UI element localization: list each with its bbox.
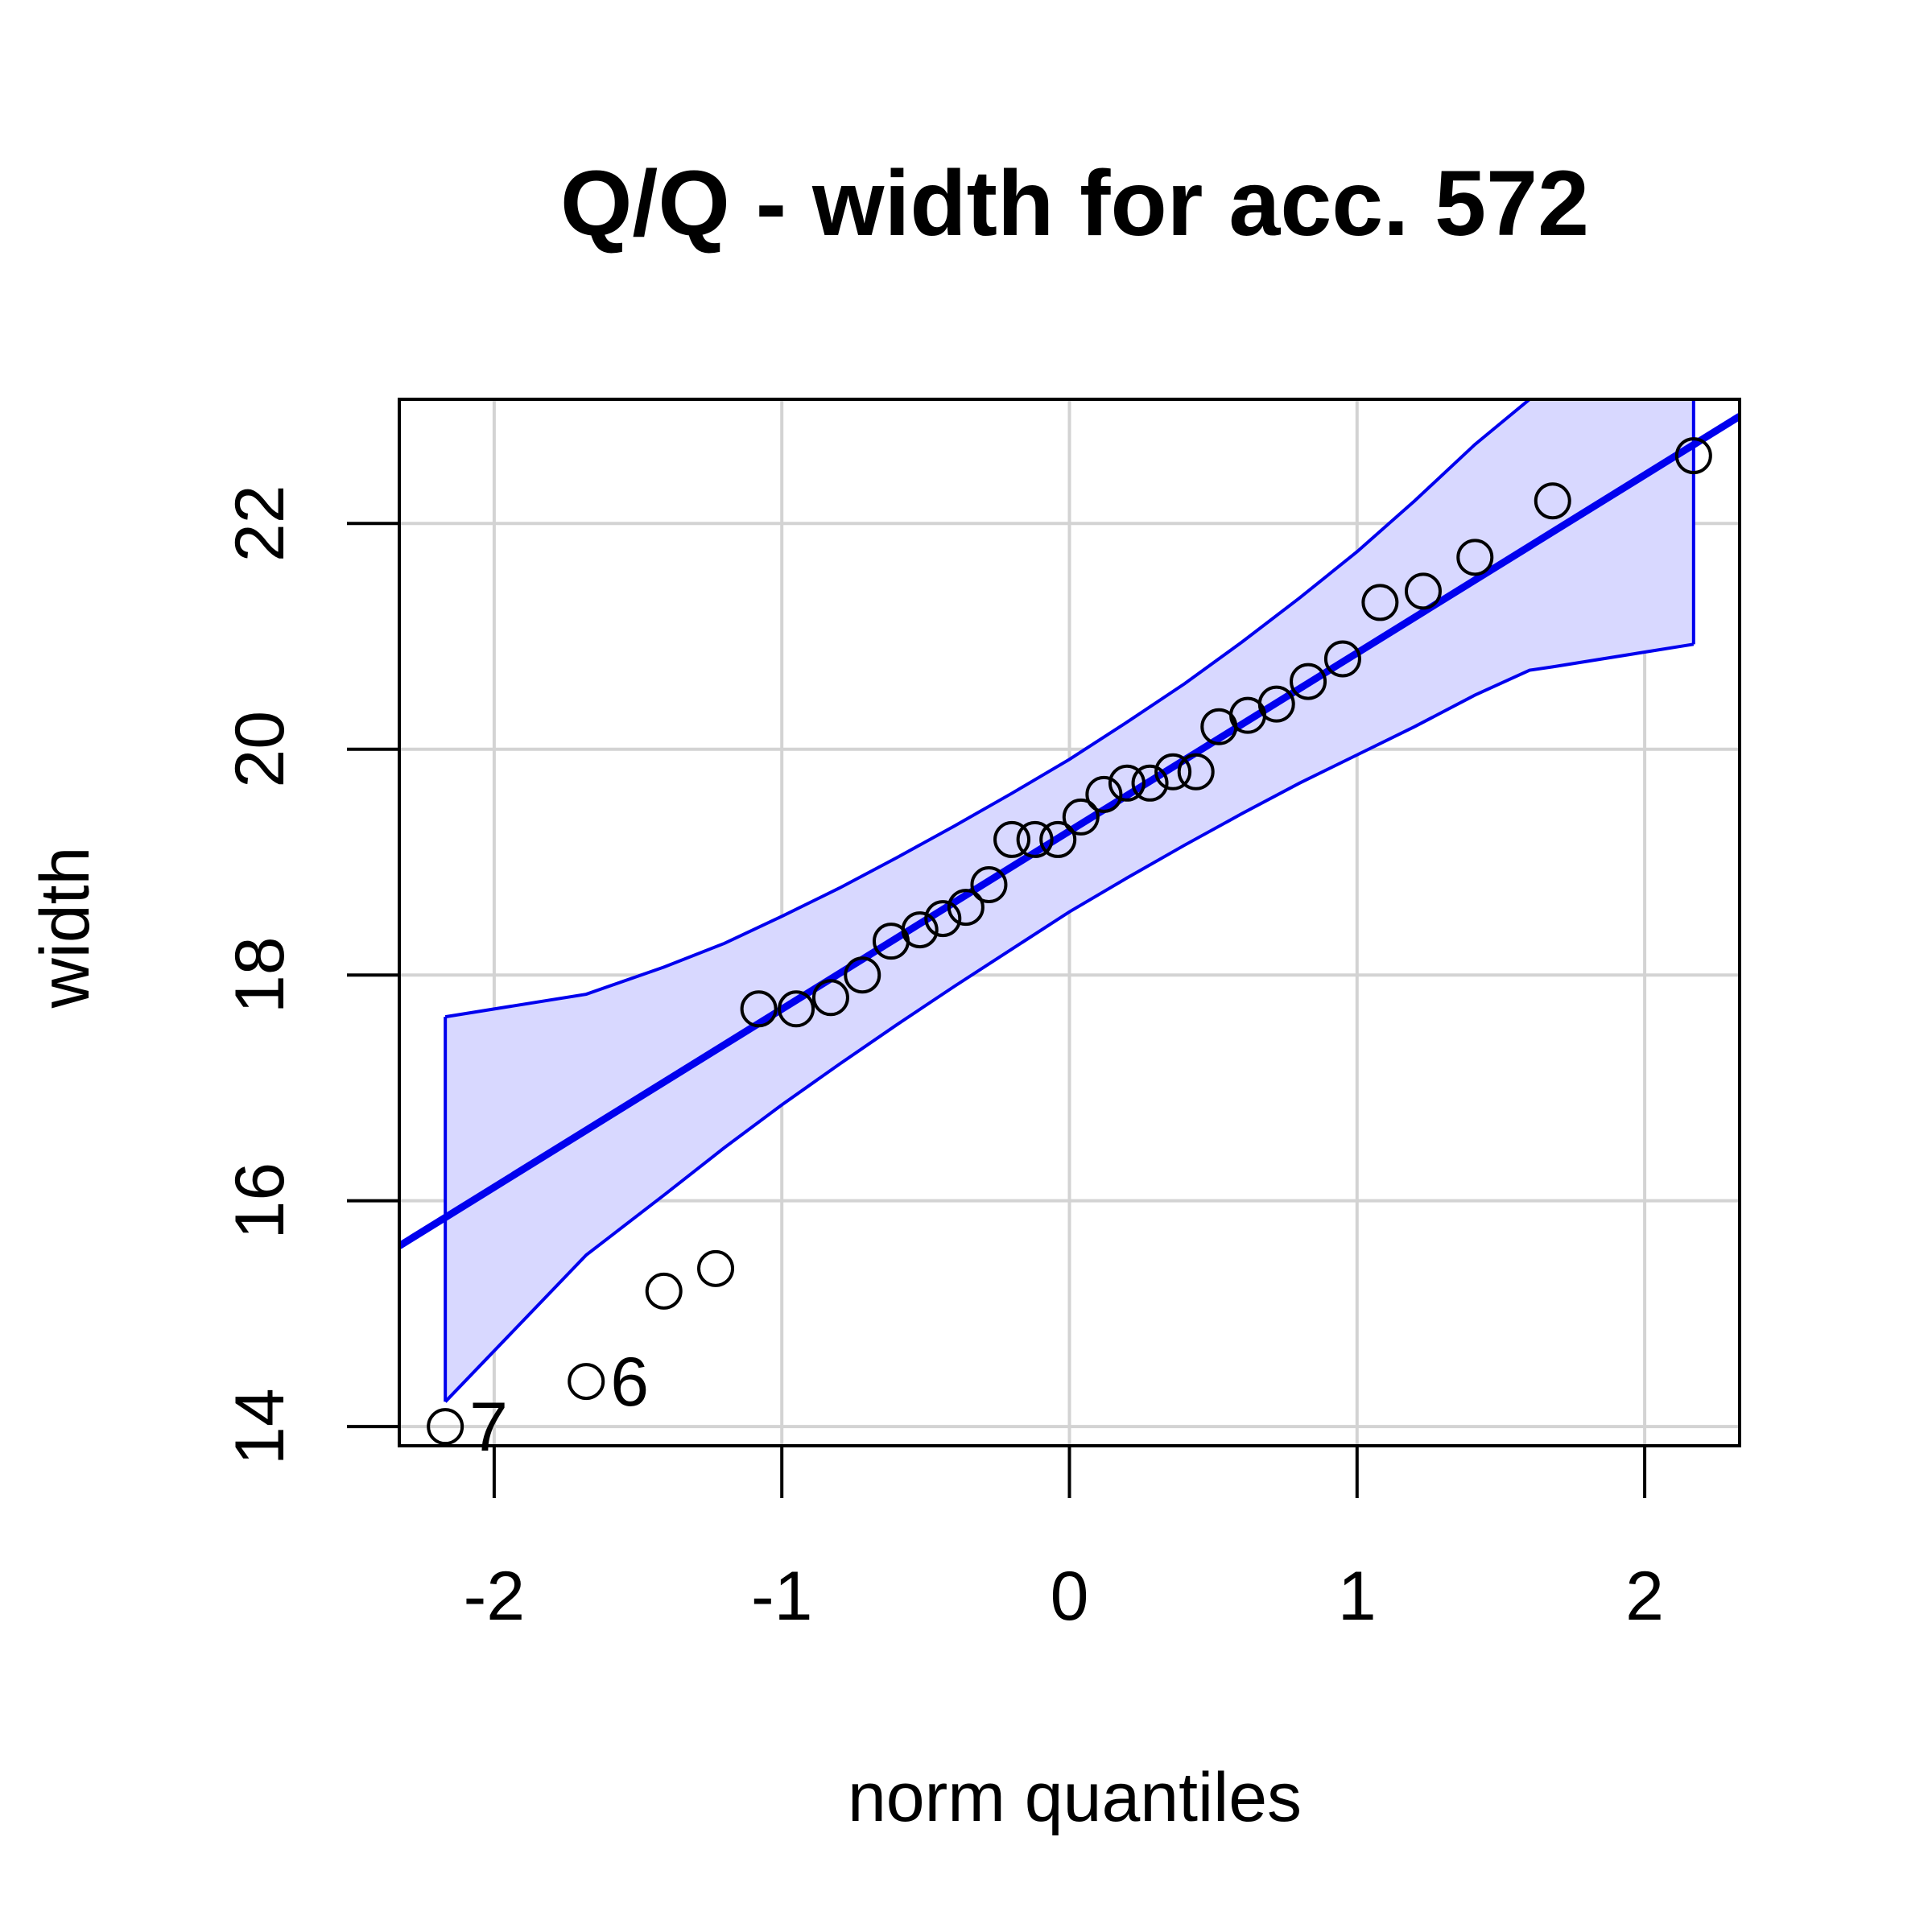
data-point-0 <box>427 1408 464 1446</box>
data-point-16 <box>1062 798 1100 836</box>
chart-title: Q/Q - width for acc. 572 <box>560 152 1589 255</box>
data-point-14 <box>1016 820 1054 858</box>
x-tick-label-0: -2 <box>464 1558 525 1635</box>
data-point-3 <box>697 1249 735 1287</box>
x-tick-label-2: 0 <box>1051 1558 1089 1635</box>
y-tick-label-2: 18 <box>221 936 299 1013</box>
data-point-26 <box>1323 640 1361 678</box>
data-point-13 <box>993 820 1031 858</box>
band-lower-edge <box>444 642 1695 1403</box>
point-label-1: 6 <box>610 1344 649 1421</box>
y-tick-label-0: 14 <box>221 1388 299 1465</box>
data-point-29 <box>1456 539 1494 576</box>
y-tick-label-4: 22 <box>221 485 299 562</box>
data-point-11 <box>947 889 985 927</box>
point-label-0: 7 <box>469 1389 508 1466</box>
data-points <box>427 437 1712 1446</box>
data-point-31 <box>1674 437 1712 475</box>
y-axis-label: width <box>27 847 104 1009</box>
data-point-24 <box>1257 685 1295 723</box>
data-point-19 <box>1131 764 1169 802</box>
y-axis: 14 16 18 20 22 <box>221 485 399 1465</box>
y-tick-label-3: 20 <box>221 711 299 788</box>
data-point-28 <box>1404 572 1442 610</box>
x-axis-label: norm quantiles <box>848 1759 1302 1836</box>
data-point-4 <box>740 990 778 1028</box>
data-point-25 <box>1290 663 1327 700</box>
data-point-21 <box>1177 753 1215 791</box>
band-fill <box>445 399 1694 1402</box>
band-upper-edge <box>444 399 1694 1019</box>
data-point-17 <box>1085 775 1123 813</box>
data-point-5 <box>778 990 815 1028</box>
data-point-1 <box>568 1363 605 1401</box>
data-point-2 <box>645 1272 683 1310</box>
data-point-30 <box>1534 482 1571 520</box>
data-point-12 <box>970 866 1008 904</box>
data-point-10 <box>924 900 962 938</box>
data-point-20 <box>1154 753 1192 791</box>
data-point-27 <box>1361 584 1399 621</box>
data-point-18 <box>1108 764 1146 802</box>
data-point-15 <box>1039 820 1077 858</box>
y-tick-label-1: 16 <box>221 1162 299 1240</box>
x-tick-label-3: 1 <box>1338 1558 1377 1635</box>
x-axis: -2 -1 0 1 2 <box>464 1446 1664 1635</box>
x-tick-label-1: -1 <box>751 1558 812 1635</box>
x-tick-label-4: 2 <box>1625 1558 1664 1635</box>
data-point-9 <box>901 911 939 949</box>
data-point-7 <box>844 956 881 994</box>
point-labels: 76 <box>469 1344 649 1466</box>
data-point-6 <box>811 979 849 1017</box>
